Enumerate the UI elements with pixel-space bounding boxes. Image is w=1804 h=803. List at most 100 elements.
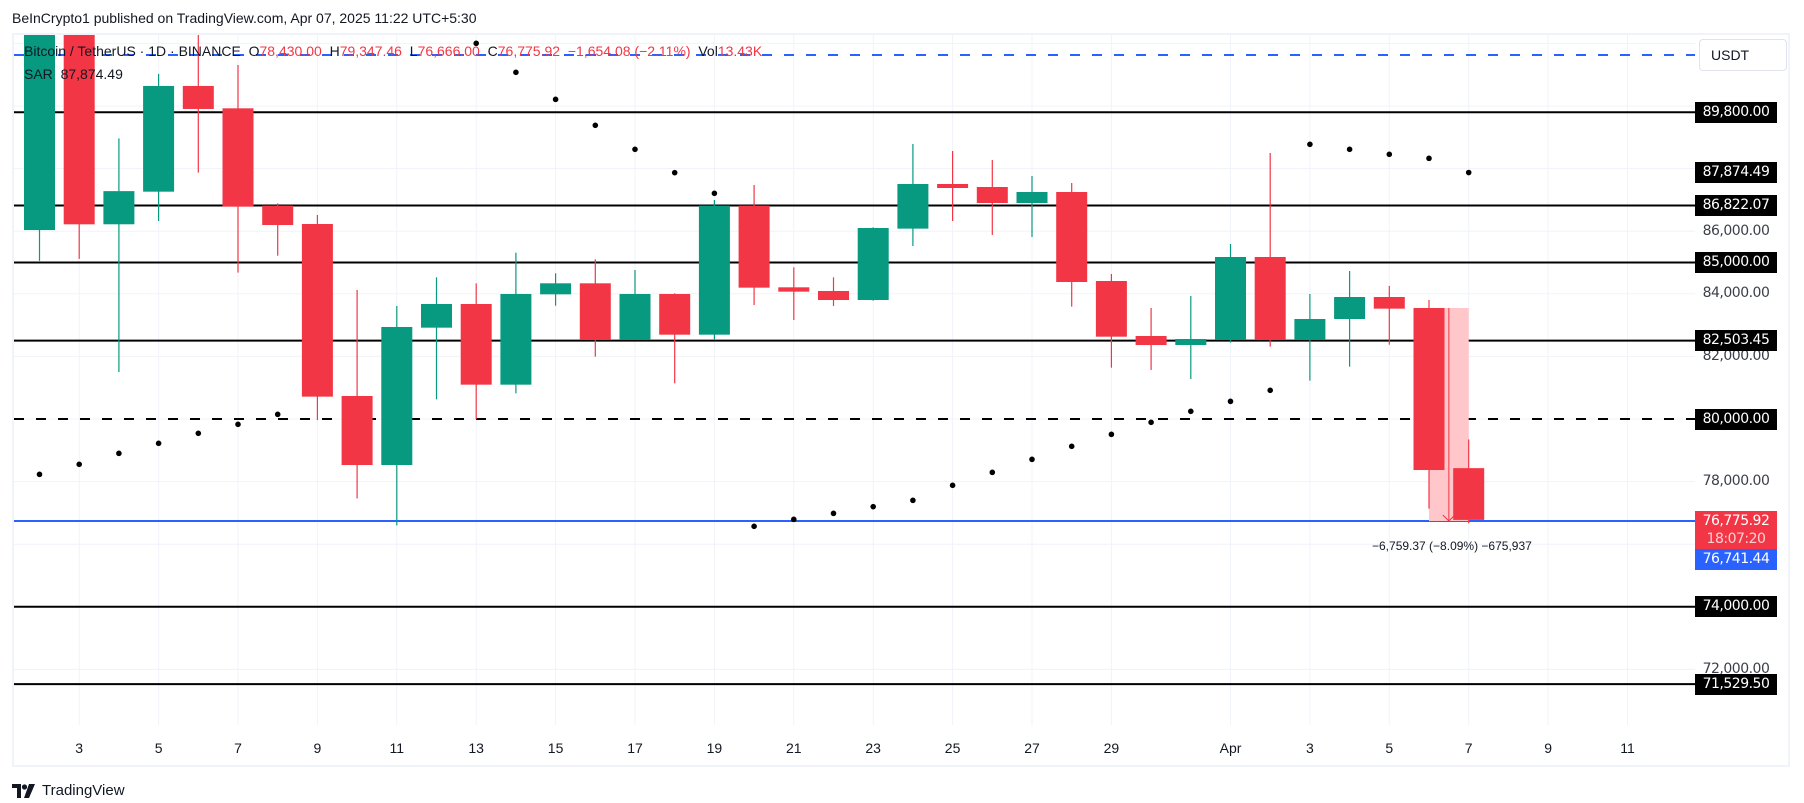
candle-down [778, 287, 810, 292]
date-tick-label: 7 [1464, 740, 1473, 756]
sar-price-label: 87,874.49 [1695, 162, 1777, 184]
level-price-label: 85,000.00 [1695, 252, 1777, 273]
publisher-caption: BeInCrypto1 published on TradingView.com… [12, 10, 477, 26]
tradingview-logo-icon [12, 783, 35, 798]
symbol-legend: Bitcoin / TetherUS · 1D · BINANCE O78,43… [24, 43, 762, 59]
sar-dot [116, 450, 122, 457]
sar-dot [949, 482, 956, 489]
candle-down [976, 187, 1008, 203]
date-tick-label: 11 [389, 740, 405, 756]
candle-up [1294, 318, 1326, 340]
sar-dot [1307, 141, 1313, 148]
candle-down [262, 205, 294, 226]
candle-down [1095, 280, 1127, 337]
sar-dot [1465, 169, 1472, 176]
volume-label: Vol [698, 43, 718, 59]
sar-dot [1108, 431, 1115, 438]
low-value: 76,666.00 [417, 43, 480, 59]
sar-dot [36, 471, 43, 478]
candle-down [460, 304, 492, 385]
date-tick-label: 9 [313, 740, 322, 756]
sar-dot [632, 146, 638, 153]
sar-dot [1267, 387, 1273, 394]
date-tick-label: 15 [547, 740, 564, 756]
candle-down [1254, 256, 1286, 340]
sar-dot [751, 523, 757, 530]
date-tick-label: 5 [154, 740, 163, 756]
chart-frame [12, 33, 1790, 767]
date-tick-label: 13 [468, 740, 484, 756]
high-label: H [329, 43, 340, 59]
date-tick-label: 19 [706, 740, 723, 756]
date-tick-label: 11 [1620, 740, 1635, 756]
sar-dot [76, 461, 82, 468]
sar-dot [1068, 443, 1075, 450]
level-price-label: 89,800.00 [1695, 101, 1777, 123]
date-tick-label: 9 [1544, 740, 1552, 756]
open-value: 78,430.00 [259, 43, 322, 59]
level-price-label: 86,822.07 [1695, 194, 1777, 216]
date-tick-label: Apr [1219, 740, 1242, 756]
candle-down [738, 205, 770, 288]
sar-value: 87,874.49 [60, 66, 123, 82]
sar-dot [473, 40, 480, 47]
sar-dot [1386, 151, 1393, 158]
candle-up [1215, 256, 1246, 340]
candle-up [103, 191, 135, 225]
candle-up [24, 35, 55, 231]
sar-legend[interactable]: SAR 87,874.49 [24, 66, 123, 82]
date-tick-label: 5 [1385, 740, 1394, 756]
candle-up [698, 205, 730, 335]
candle-down [1135, 335, 1167, 346]
price-tick-label: 78,000.00 [1702, 473, 1770, 490]
date-tick-label: 7 [234, 740, 242, 756]
price-tick-label: 84,000.00 [1702, 285, 1770, 302]
candle-up [1334, 296, 1366, 319]
sar-dot [1188, 408, 1194, 415]
close-label: C [487, 43, 498, 59]
sar-dot [274, 411, 281, 418]
level-price-label: 71,529.50 [1695, 673, 1777, 695]
candle-down [182, 85, 214, 109]
tradingview-logo[interactable]: TradingView [12, 782, 125, 799]
sar-dot [592, 122, 599, 129]
open-label: O [248, 43, 260, 59]
date-tick-label: 23 [865, 740, 881, 756]
sar-dot [711, 190, 718, 197]
level-price-label: 80,000.00 [1695, 408, 1777, 430]
candle-down [818, 290, 849, 300]
volume-value: 13.43K [717, 43, 763, 59]
candle-down [341, 395, 373, 466]
candle-up [619, 293, 651, 340]
sar-dot [791, 516, 797, 523]
high-value: 79,347.46 [339, 43, 402, 59]
candle-down [1413, 308, 1445, 471]
date-tick-label: 27 [1024, 740, 1040, 756]
candle-down [659, 293, 691, 335]
candle-down [222, 108, 254, 207]
symbol-name[interactable]: Bitcoin / TetherUS · 1D · BINANCE [24, 43, 241, 59]
change-value: −1,654.08 (−2.11%) [567, 43, 691, 59]
candle-up [857, 228, 889, 300]
price-tick-label: 86,000.00 [1702, 222, 1770, 239]
level-price-label: 74,000.00 [1695, 596, 1777, 618]
measure-arrow-head [1442, 514, 1456, 522]
sar-dot [910, 497, 916, 504]
sar-dot [195, 430, 202, 437]
sar-dot [1029, 456, 1035, 463]
candle-up [143, 85, 175, 192]
bar-countdown: 18:07:20 [1706, 530, 1766, 547]
candle-down [1373, 296, 1405, 309]
low-label: L [409, 43, 418, 59]
date-tick-label: 17 [627, 740, 643, 756]
date-tick-label: 3 [1305, 740, 1314, 756]
candle-down [301, 224, 333, 397]
sar-dot [989, 469, 996, 476]
candle-up [1016, 192, 1048, 203]
sar-dot [235, 421, 241, 428]
currency-button[interactable]: USDT [1699, 39, 1787, 71]
sar-dot [1346, 146, 1353, 153]
date-tick-label: 25 [944, 740, 961, 756]
sar-dot [1227, 398, 1234, 405]
